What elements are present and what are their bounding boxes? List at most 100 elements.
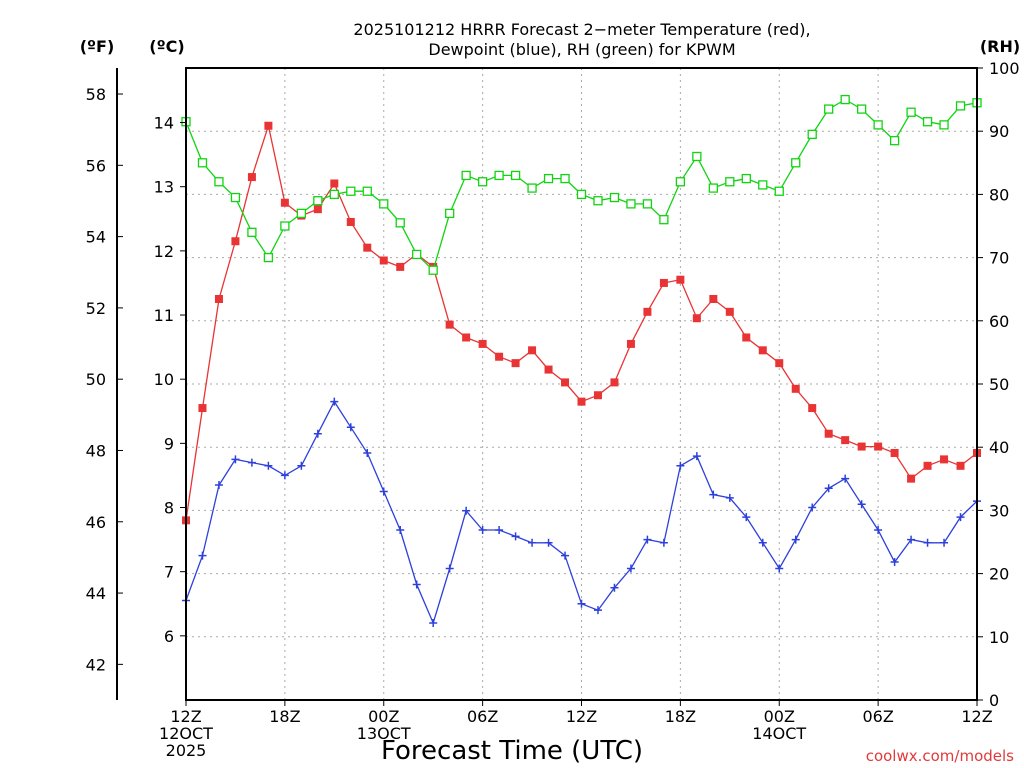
dewpoint-point bbox=[808, 503, 817, 512]
rh-point bbox=[461, 170, 471, 181]
temperature-point bbox=[610, 378, 619, 387]
dewpoint-point bbox=[313, 429, 322, 438]
rh-point bbox=[626, 199, 636, 209]
dewpoint-point bbox=[412, 580, 421, 589]
temperature-point bbox=[742, 333, 751, 342]
temperature-point bbox=[231, 237, 240, 246]
rh-axis-label: (RH) bbox=[980, 37, 1020, 56]
temperature-point bbox=[313, 205, 322, 214]
rh-point bbox=[230, 192, 241, 203]
dewpoint-point bbox=[264, 461, 273, 470]
temperature-point bbox=[676, 275, 685, 284]
dewpoint-point bbox=[923, 538, 932, 547]
rh-point bbox=[280, 221, 290, 231]
temperature-point bbox=[214, 294, 223, 303]
temperature-point bbox=[330, 179, 339, 188]
dewpoint-point bbox=[742, 513, 751, 522]
rh-point bbox=[477, 177, 488, 187]
dewpoint-point bbox=[890, 558, 899, 567]
x-tick-label: 18Z bbox=[269, 707, 300, 726]
dewpoint-point bbox=[396, 525, 405, 534]
rh-point bbox=[543, 173, 554, 184]
temperature-point bbox=[808, 404, 817, 413]
temperature-line bbox=[185, 123, 978, 521]
x-tick-label: 00Z bbox=[764, 707, 795, 726]
rh-point bbox=[889, 136, 900, 146]
celsius-tick-label: 14 bbox=[154, 114, 174, 133]
dewpoint-point bbox=[231, 455, 240, 464]
temperature-point bbox=[346, 217, 355, 226]
temperature-point bbox=[462, 333, 471, 342]
x-tick-label: 06Z bbox=[467, 707, 498, 726]
temperature-point bbox=[709, 294, 718, 303]
dewpoint-point bbox=[379, 487, 388, 496]
temperature-point bbox=[692, 314, 701, 323]
dewpoint-point bbox=[198, 551, 207, 560]
temperature-series bbox=[182, 121, 981, 525]
x-tick-label: 12Z bbox=[170, 707, 201, 726]
temperature-point bbox=[198, 404, 207, 413]
rh-point bbox=[840, 94, 850, 105]
dewpoint-point bbox=[297, 461, 306, 470]
temperature-point bbox=[643, 307, 652, 316]
rh-point bbox=[527, 183, 537, 193]
dewpoint-point bbox=[791, 535, 800, 544]
fahrenheit-tick-label: 44 bbox=[86, 584, 106, 603]
temperature-point bbox=[725, 307, 734, 316]
x-tick-label: 18Z bbox=[665, 707, 696, 726]
temperature-point bbox=[495, 352, 504, 361]
dewpoint-point bbox=[429, 619, 438, 628]
dewpoint-point bbox=[610, 583, 619, 592]
dewpoint-point bbox=[676, 461, 685, 470]
x-tick-label: 00Z bbox=[368, 707, 399, 726]
celsius-tick-label: 11 bbox=[154, 306, 174, 325]
x-tick-label: 12OCT bbox=[159, 724, 213, 743]
rh-tick-label: 70 bbox=[989, 249, 1009, 268]
temperature-point bbox=[923, 461, 932, 470]
rh-point bbox=[494, 170, 504, 181]
dewpoint-point bbox=[478, 525, 487, 534]
celsius-tick-label: 6 bbox=[164, 627, 174, 646]
rh-tick-label: 30 bbox=[989, 501, 1009, 520]
temperature-point bbox=[511, 359, 520, 368]
dewpoint-point bbox=[561, 551, 570, 560]
dewpoint-point bbox=[725, 493, 734, 502]
rh-point bbox=[510, 170, 521, 181]
rh-point bbox=[576, 189, 587, 200]
dewpoint-point bbox=[775, 564, 784, 573]
rh-point bbox=[329, 189, 339, 200]
fahrenheit-tick-label: 58 bbox=[86, 85, 106, 104]
rh-tick-label: 100 bbox=[989, 59, 1020, 78]
dewpoint-point bbox=[874, 525, 883, 534]
dewpoint-point bbox=[709, 490, 718, 499]
rh-point bbox=[593, 196, 603, 206]
temperature-point bbox=[445, 320, 454, 329]
rh-point bbox=[362, 186, 372, 196]
chart-title-line-2: Dewpoint (blue), RH (green) for KPWM bbox=[428, 40, 735, 59]
rh-tick-label: 80 bbox=[989, 185, 1009, 204]
dewpoint-point bbox=[626, 564, 635, 573]
dewpoint-point bbox=[363, 448, 372, 457]
dewpoint-point bbox=[445, 564, 454, 573]
fahrenheit-tick-label: 50 bbox=[86, 370, 106, 389]
rh-point bbox=[725, 177, 735, 187]
rh-point bbox=[263, 252, 274, 263]
rh-point bbox=[939, 120, 949, 130]
dewpoint-point bbox=[940, 538, 949, 547]
rh-point bbox=[873, 120, 883, 130]
rh-line bbox=[185, 98, 978, 272]
dewpoint-point bbox=[659, 538, 668, 547]
dewpoint-point bbox=[330, 397, 339, 406]
temperature-point bbox=[379, 256, 388, 265]
fahrenheit-tick-label: 56 bbox=[86, 156, 106, 175]
rh-point bbox=[560, 173, 570, 184]
rh-point bbox=[692, 151, 702, 162]
temperature-point bbox=[561, 378, 570, 387]
rh-point bbox=[609, 192, 620, 203]
rh-point bbox=[856, 104, 867, 114]
temperature-point bbox=[775, 359, 784, 368]
dewpoint-point bbox=[495, 525, 504, 534]
credit-text[interactable]: coolwx.com/models bbox=[866, 747, 1014, 765]
rh-tick-label: 40 bbox=[989, 438, 1009, 457]
